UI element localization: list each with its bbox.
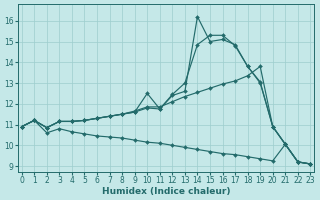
X-axis label: Humidex (Indice chaleur): Humidex (Indice chaleur) [102,187,230,196]
